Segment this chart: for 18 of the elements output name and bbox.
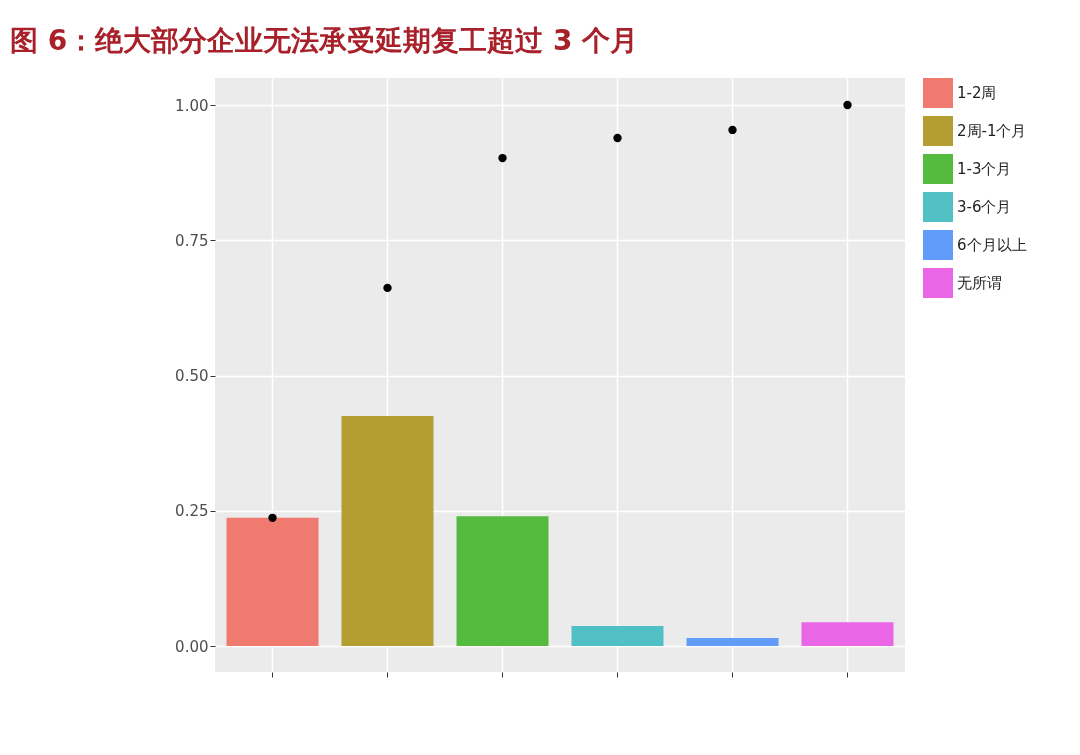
y-tick-label: 0.75 [175, 231, 209, 250]
point [843, 100, 852, 110]
point [613, 133, 622, 143]
y-tick-label: 0.50 [175, 367, 209, 386]
y-tick-label: 1.00 [175, 96, 209, 115]
y-tick-label: 0.00 [175, 637, 209, 656]
point [728, 125, 737, 135]
point [268, 513, 277, 522]
point [383, 283, 392, 293]
legend-label: 6个月以上 [957, 236, 1027, 254]
y-tick-label: 0.25 [175, 502, 209, 521]
chart-title: 图 6：绝大部分企业无法承受延期复工超过 3 个月 [10, 24, 639, 57]
legend-label: 3-6个月 [957, 198, 1012, 216]
point [498, 153, 507, 163]
legend-label: 无所谓 [957, 274, 1002, 292]
legend-label: 1-3个月 [957, 160, 1012, 178]
legend-label: 2周-1个月 [957, 122, 1027, 140]
legend-label: 1-2周 [957, 84, 997, 102]
